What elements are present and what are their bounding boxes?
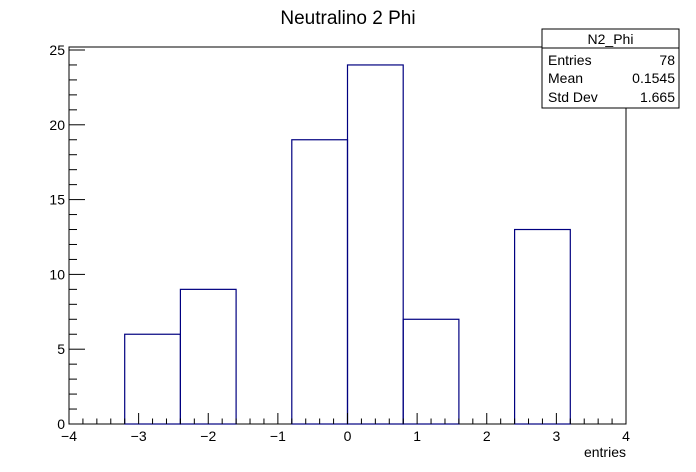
x-tick-label: 0	[344, 428, 352, 444]
stats-box-frame	[541, 28, 680, 109]
histogram-bar	[402, 318, 460, 425]
histogram-bars	[124, 64, 571, 425]
y-tick-label: 5	[57, 341, 65, 357]
stats-stddev-label: Std Dev	[548, 89, 598, 105]
stats-mean-label: Mean	[548, 70, 583, 86]
y-axis: 0 5 10 15 20 25	[49, 42, 85, 432]
x-axis: −4 −3 −2 −1 0 1 2 3 4	[61, 413, 630, 444]
stats-entries-value: 78	[659, 52, 675, 68]
x-tick-label: 2	[483, 428, 491, 444]
y-tick-label: 10	[49, 266, 65, 282]
stats-mean-value: 0.1545	[632, 70, 675, 86]
chart-title: Neutralino 2 Phi	[280, 8, 415, 29]
x-tick-label: −1	[270, 428, 286, 444]
x-tick-label: −2	[200, 428, 216, 444]
x-tick-label: 3	[552, 428, 560, 444]
stats-stddev-value: 1.665	[640, 89, 675, 105]
x-tick-label: −3	[131, 428, 147, 444]
y-tick-label: 15	[49, 192, 65, 208]
x-axis-label: entries	[584, 444, 626, 460]
y-tick-label: 25	[49, 42, 65, 58]
histogram-bar	[346, 64, 404, 425]
y-tick-label: 0	[57, 416, 65, 432]
stats-box: N2_Phi Entries 78 Mean 0.1545 Std Dev 1.…	[541, 28, 680, 109]
histogram-bar	[179, 288, 237, 425]
stats-entries-label: Entries	[548, 52, 592, 68]
histogram-bar	[124, 333, 181, 425]
x-tick-label: −4	[61, 428, 77, 444]
x-tick-label: 1	[413, 428, 421, 444]
y-tick-label: 20	[49, 117, 65, 133]
histogram-bar	[291, 139, 349, 425]
stats-box-name: N2_Phi	[588, 31, 634, 47]
histogram-bar	[513, 228, 571, 425]
x-tick-label: 4	[622, 428, 630, 444]
